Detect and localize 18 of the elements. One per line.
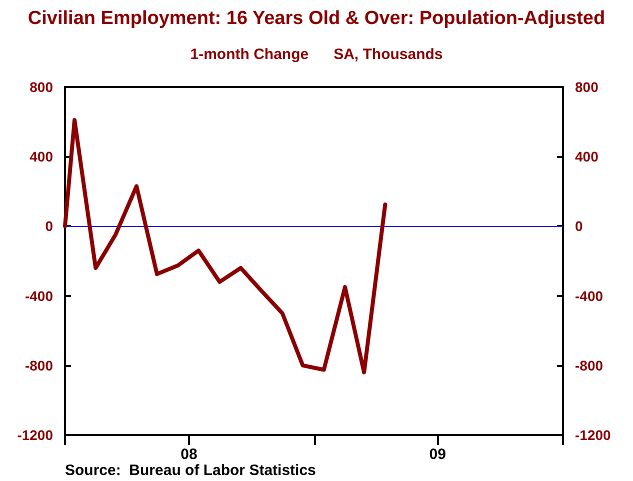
y2-tick-label: 400 — [575, 148, 599, 165]
y-tick-label: 800 — [30, 79, 54, 95]
y2-tick-label: -800 — [575, 357, 604, 374]
y-tick-label: -1200 — [17, 427, 54, 443]
source-note: Source: Bureau of Labor Statistics — [65, 462, 316, 479]
line-series — [63, 118, 388, 374]
x-tick-label: 09 — [429, 446, 446, 463]
chart-title: Civilian Employment: 16 Years Old & Over: Population-Adjusted — [28, 8, 606, 29]
y-tick-label: -800 — [24, 357, 54, 374]
y-tick-label: 0 — [45, 218, 54, 234]
y-tick-label: 400 — [30, 148, 54, 165]
y2-tick-label: -1200 — [575, 427, 612, 443]
chart-subtitle: 1-month Change SA, Thousands — [190, 46, 443, 63]
y2-tick-label: 800 — [575, 79, 599, 95]
y2-tick-label: -400 — [575, 288, 604, 304]
y2-tick-label: 0 — [575, 218, 583, 234]
x-tick-label: 08 — [180, 446, 198, 463]
y-tick-label: -400 — [24, 288, 54, 304]
